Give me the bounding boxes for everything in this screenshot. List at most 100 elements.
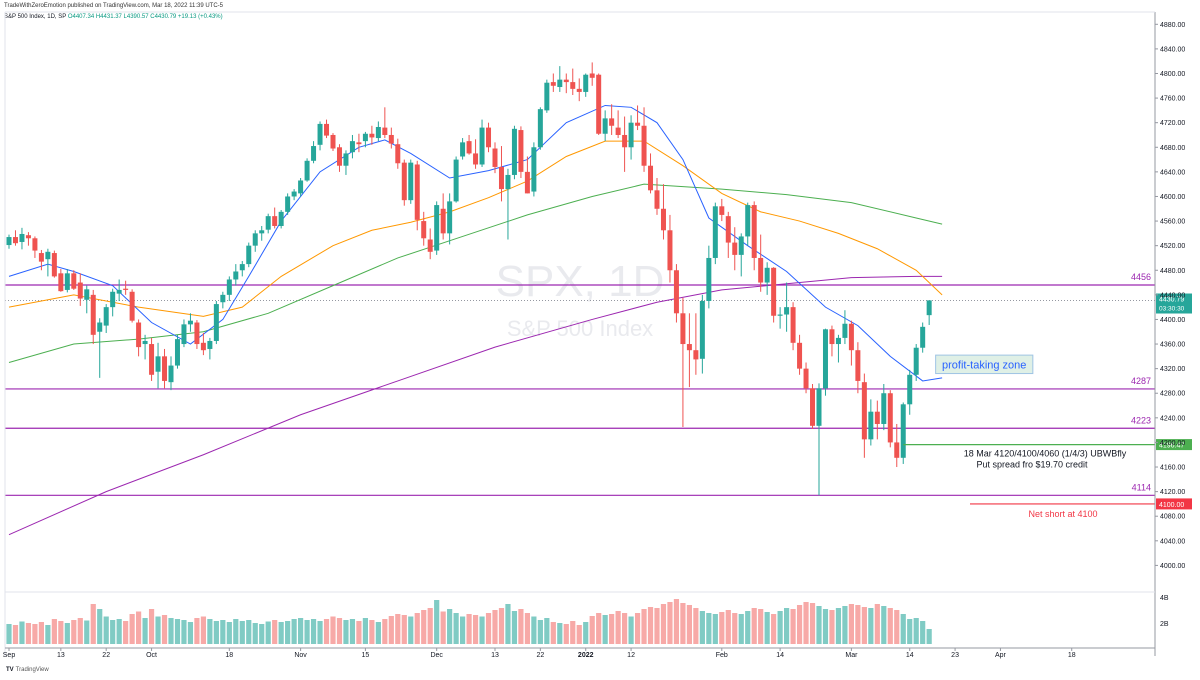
volume-bar — [233, 619, 239, 644]
price-tick-label: 4240.00 — [1160, 415, 1185, 422]
candle-body — [660, 208, 666, 231]
candle-body — [544, 82, 550, 111]
candle-body — [12, 237, 18, 244]
price-tick-label: 4360.00 — [1160, 342, 1185, 349]
volume-bar — [732, 613, 738, 644]
price-tick-label: 4280.00 — [1160, 391, 1185, 398]
price-tick-label: 4320.00 — [1160, 366, 1185, 373]
volume-bar — [51, 619, 57, 644]
candle-body — [725, 216, 731, 243]
candle-body — [19, 233, 25, 242]
volume-bar — [259, 624, 265, 644]
candle-body — [835, 337, 841, 345]
volume-bar — [550, 622, 556, 644]
candle-body — [311, 146, 317, 161]
candle-body — [596, 74, 602, 134]
price-tick-label: 4160.00 — [1160, 465, 1185, 472]
volume-bar — [518, 609, 524, 644]
time-tick-label: Nov — [294, 652, 307, 659]
candle-body — [926, 300, 932, 316]
candle-body — [524, 171, 530, 194]
candle-body — [25, 235, 31, 239]
volume-bar — [913, 618, 919, 644]
volume-bar — [155, 616, 161, 644]
volume-bar — [576, 625, 582, 644]
volume-bar — [97, 609, 103, 644]
candle-body — [810, 388, 816, 426]
price-axis[interactable]: 4000.00 4040.00 4080.00 4120.00 4160.00 4200.… — [4, 11, 1185, 656]
volume-bar — [19, 621, 25, 644]
candle-body — [116, 289, 122, 294]
volume-bar — [103, 616, 109, 644]
candle-body — [142, 340, 148, 345]
candle-body — [712, 206, 718, 258]
candle-body — [226, 279, 232, 295]
candle-body — [427, 239, 433, 252]
volume-bar — [881, 606, 887, 644]
price-tick-label: 4720.00 — [1160, 120, 1185, 127]
time-axis[interactable]: Sep 13 22 Oct 18 Nov 15 Dec 13 22 2022 12 Feb 14 Mar 14… — [3, 647, 1155, 659]
symbol-label[interactable]: S&P 500 Index, 1D, SP — [4, 14, 67, 20]
price-tick-label: 4000.00 — [1160, 563, 1185, 570]
volume-bar — [207, 619, 213, 644]
volume-bar — [511, 611, 518, 644]
time-tick-label: 23 — [951, 652, 959, 659]
time-tick-label: 13 — [57, 652, 65, 659]
candle-body — [395, 144, 401, 164]
volume-bar — [570, 621, 576, 644]
volume-bar — [200, 616, 206, 644]
candle-body — [498, 166, 504, 190]
candle-body — [401, 162, 407, 201]
candle-body — [473, 153, 479, 165]
volume-bar — [239, 621, 245, 644]
time-tick-label: 2022 — [578, 652, 594, 659]
volume-bar — [382, 619, 388, 644]
candle-body — [382, 127, 388, 135]
volume-bar — [447, 609, 453, 644]
volume-bar — [492, 610, 498, 644]
volume-bar — [524, 613, 530, 644]
price-tick-label: 4400.00 — [1160, 317, 1185, 324]
price-tick-label: 4600.00 — [1160, 194, 1185, 201]
candle-body — [272, 216, 278, 226]
candle-body — [324, 123, 330, 136]
price-tick-label: 4440.00 — [1160, 292, 1185, 299]
candle-body — [550, 82, 556, 86]
tradingview-logo[interactable]: TV TradingView — [6, 667, 49, 673]
horizontal-levels: 4456 4287 4223 4114 — [5, 272, 1155, 496]
volume-bar — [349, 619, 356, 644]
candle-body — [45, 251, 51, 260]
annotations: profit-taking zone 4196.47 18 Mar 4120/410… — [903, 293, 1192, 519]
volume-bar — [395, 614, 401, 644]
candle-body — [77, 282, 83, 299]
volume-bar — [809, 603, 816, 644]
candle-body — [356, 142, 362, 145]
candle-body — [732, 242, 738, 255]
candle-body — [466, 141, 472, 154]
volume-bar — [609, 614, 615, 644]
time-tick-label: 13 — [491, 652, 499, 659]
volume-bar — [142, 618, 148, 644]
volume-bar — [544, 618, 550, 644]
candle-body — [298, 180, 304, 194]
price-tick-label: 4800.00 — [1160, 71, 1185, 78]
candle-body — [706, 257, 712, 301]
candle-body — [868, 411, 874, 440]
volume-bar — [408, 616, 414, 644]
candle-body — [583, 74, 589, 92]
volume-bar — [174, 619, 181, 644]
price-tick-label: 4840.00 — [1160, 46, 1185, 53]
volume-bar — [634, 613, 641, 644]
volume-bar — [835, 608, 842, 644]
volume-bar — [466, 614, 472, 644]
volume-bar — [401, 615, 407, 644]
watermark-title: SPX, 1D — [496, 257, 665, 306]
candle-body — [486, 127, 492, 148]
candle-body — [162, 356, 168, 381]
candle-body — [32, 238, 38, 251]
volume-bar — [926, 629, 932, 644]
candle-body — [200, 342, 206, 351]
candle-body — [505, 174, 511, 190]
candle-body — [693, 350, 699, 360]
